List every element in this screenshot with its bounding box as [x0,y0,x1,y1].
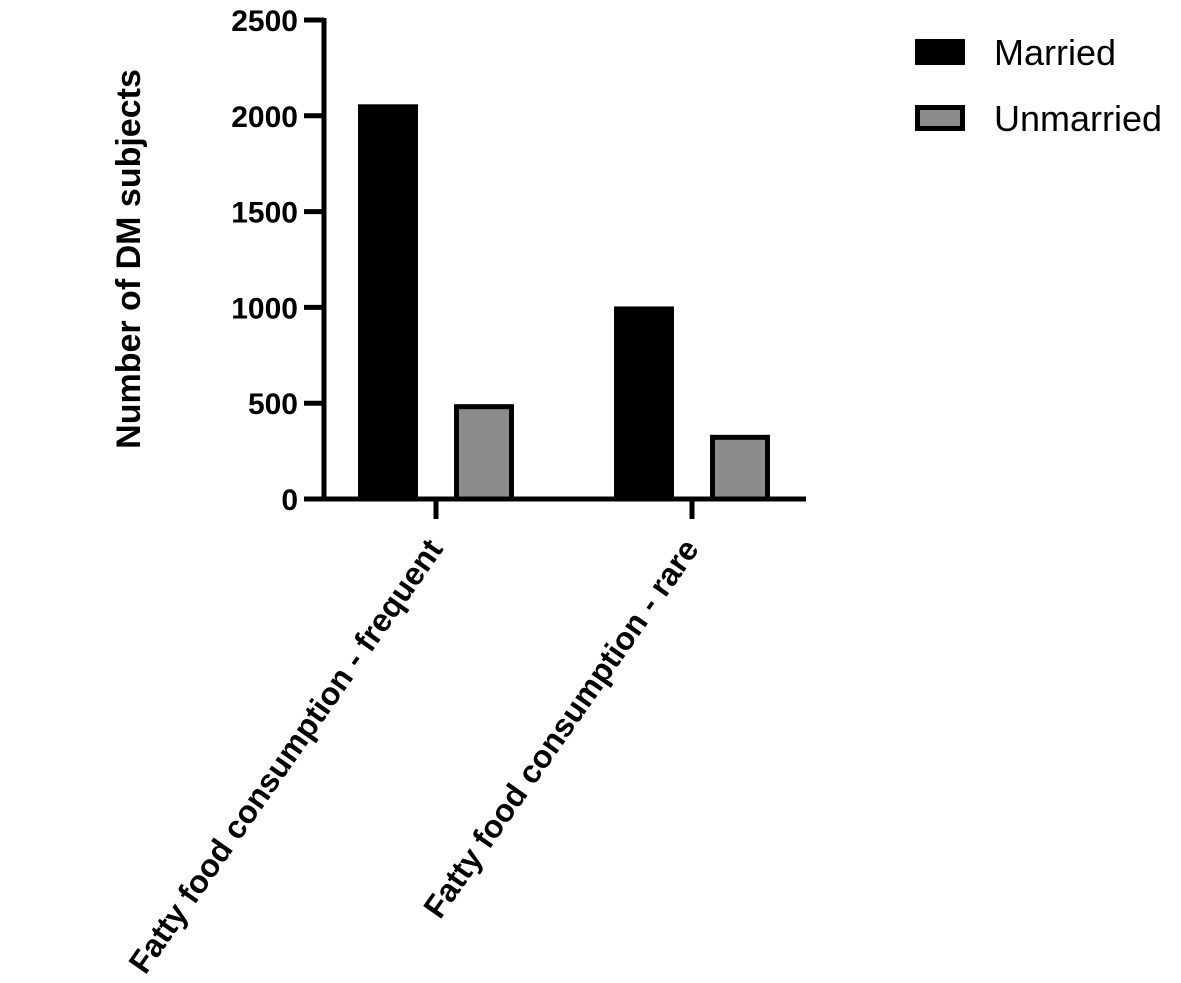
bar-married-rare [614,306,674,499]
y-tick-label: 1500 [231,197,298,230]
bars-group [358,104,770,502]
y-ticks-group: 0 500 1000 1500 2000 2500 [231,5,324,517]
legend-label-unmarried: Unmarried [994,98,1162,139]
y-tick-label: 1000 [231,292,298,325]
y-axis-title: Number of DM subjects [110,69,148,449]
legend-swatch-married [915,39,965,65]
legend-swatch-unmarried [915,105,965,131]
legend-label-married: Married [994,32,1116,73]
y-tick-label: 0 [281,484,298,517]
category-label-frequent: Fatty food consumption - frequent [122,532,450,980]
axes-group [321,18,806,519]
bar-unmarried-frequent [454,404,514,502]
y-tick-label: 2000 [231,101,298,134]
bar-married-frequent [358,104,418,499]
y-tick-label: 500 [248,388,298,421]
bar-unmarried-rare [710,434,770,502]
legend: Married Unmarried [915,32,1162,139]
y-tick-label: 2500 [231,5,298,38]
category-label-rare: Fatty food consumption - rare [416,532,706,924]
